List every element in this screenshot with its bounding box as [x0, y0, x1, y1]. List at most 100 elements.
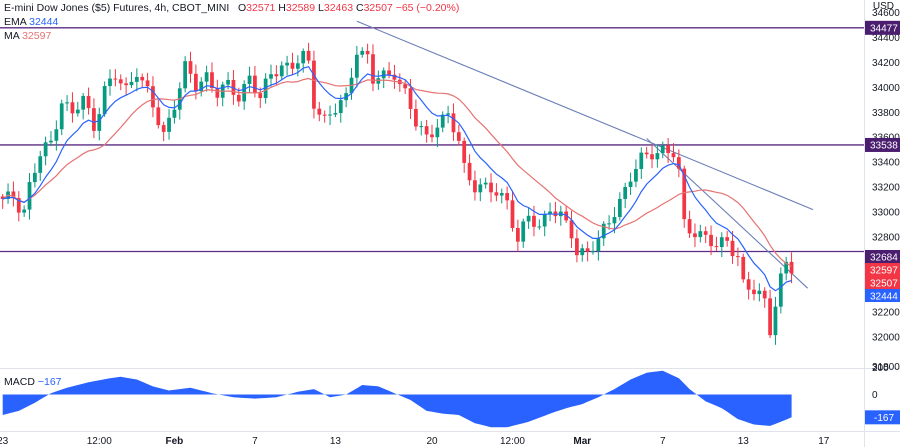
open-label: O: [238, 2, 247, 14]
high-label: H: [278, 2, 286, 14]
time-tick-label: 13: [330, 436, 342, 447]
time-tick-label: Feb: [166, 436, 184, 447]
candle-body-up: [285, 62, 289, 66]
candle-body-up: [617, 198, 622, 217]
candle-body-up: [784, 261, 789, 274]
candle-body-down: [70, 102, 75, 114]
candle-body-down: [456, 132, 461, 141]
trendline-lower: [646, 138, 809, 289]
candle-body-down: [414, 108, 418, 127]
candle-body-down: [387, 70, 391, 75]
candle-body-up: [698, 231, 703, 238]
candle-body-up: [628, 181, 633, 187]
macd-value: −167: [37, 376, 62, 388]
candle-body-up: [167, 117, 171, 132]
candle-body-down: [730, 240, 735, 257]
candle-body-up: [38, 156, 43, 173]
candle-body-down: [392, 74, 397, 80]
candle-body-down: [11, 191, 16, 198]
candle-body-up: [172, 109, 177, 118]
candle-body-up: [354, 54, 359, 78]
candle-body-up: [612, 216, 617, 224]
price-badge: [865, 250, 900, 263]
candle-body-up: [65, 102, 69, 104]
price-badge-text: 32597: [870, 266, 898, 277]
time-tick-label: Mar: [573, 436, 591, 447]
candle-body-down: [16, 197, 21, 213]
price-badge-text: 32684: [870, 253, 898, 264]
candle-body-up: [580, 248, 585, 256]
ma-label: MA: [4, 30, 20, 42]
time-tick-label: 12:00: [500, 436, 525, 447]
macd-value-badge-text: -167: [874, 413, 894, 424]
candle-body-up: [526, 215, 531, 222]
price-tick-label-partial: 31800: [872, 362, 900, 373]
candle-body-up: [521, 221, 526, 242]
candle-body-down: [736, 256, 740, 258]
candle-body-down: [682, 168, 687, 220]
candle-body-down: [789, 261, 794, 274]
time-tick-label: 7: [252, 436, 258, 447]
candle-body-up: [419, 126, 424, 128]
candle-body-down: [752, 289, 756, 295]
candle-body-down: [253, 75, 257, 94]
candle-body-up: [27, 182, 32, 210]
candle-body-down: [210, 72, 214, 89]
candle-body-down: [92, 108, 96, 131]
candle-body-down: [193, 73, 198, 92]
price-tick-label: 32800: [872, 233, 900, 244]
legend-ema-row[interactable]: EMA 32444: [4, 15, 459, 29]
candle-body-up: [97, 114, 102, 131]
legend-ma-row[interactable]: MA 32597: [4, 29, 459, 43]
candle-body-down: [585, 248, 590, 252]
candle-body-down: [274, 74, 279, 77]
candle-body-down: [430, 134, 434, 138]
candle-body-down: [762, 290, 767, 299]
candle-body-up: [360, 50, 365, 55]
candle-body-up: [102, 86, 107, 115]
ema-label: EMA: [4, 16, 27, 28]
candle-body-up: [59, 103, 64, 130]
price-badge: [865, 276, 900, 289]
candle-body-down: [312, 60, 316, 109]
price-badge: [865, 289, 900, 302]
candle-body-down: [564, 211, 569, 221]
candle-body-down: [666, 145, 671, 154]
candle-body-down: [156, 107, 161, 126]
ma-value: 32597: [22, 30, 52, 42]
low-value: 32463: [323, 2, 354, 14]
candle-body-up: [81, 95, 86, 110]
macd-label: MACD: [4, 376, 35, 388]
time-tick-label: 23: [0, 436, 9, 447]
level-price-badge: [865, 137, 900, 152]
ema-value: 32444: [29, 16, 59, 28]
candle-body-down: [671, 153, 676, 158]
price-tick-label: 32200: [872, 307, 900, 318]
level-price-badge-text: 34477: [870, 23, 898, 34]
candle-body-up: [49, 140, 53, 143]
legend-symbol-row: E-mini Dow Jones ($5) Futures, 4h, CBOT_…: [4, 1, 459, 15]
candle-body-up: [483, 182, 488, 185]
candle-body-down: [467, 162, 472, 181]
candle-body-up: [301, 50, 306, 64]
candle-body-up: [623, 186, 628, 199]
price-badge: [865, 263, 900, 276]
candle-body-up: [537, 226, 542, 228]
candle-body-down: [215, 88, 220, 98]
macd-legend[interactable]: MACD −167: [4, 376, 62, 388]
candle-body-down: [746, 279, 751, 290]
candle-body-down: [714, 246, 719, 248]
candle-body-down: [725, 237, 730, 241]
candle-body-up: [435, 127, 440, 138]
candle-body-down: [462, 140, 467, 163]
candle-body-down: [424, 126, 429, 135]
candle-body-up: [548, 211, 552, 215]
price-tick-label: 33000: [872, 208, 900, 219]
close-label: C: [355, 2, 364, 14]
candle-body-up: [591, 251, 595, 253]
low-label: L: [318, 2, 324, 14]
candle-body-down: [86, 95, 91, 109]
candle-body-down: [489, 182, 493, 193]
